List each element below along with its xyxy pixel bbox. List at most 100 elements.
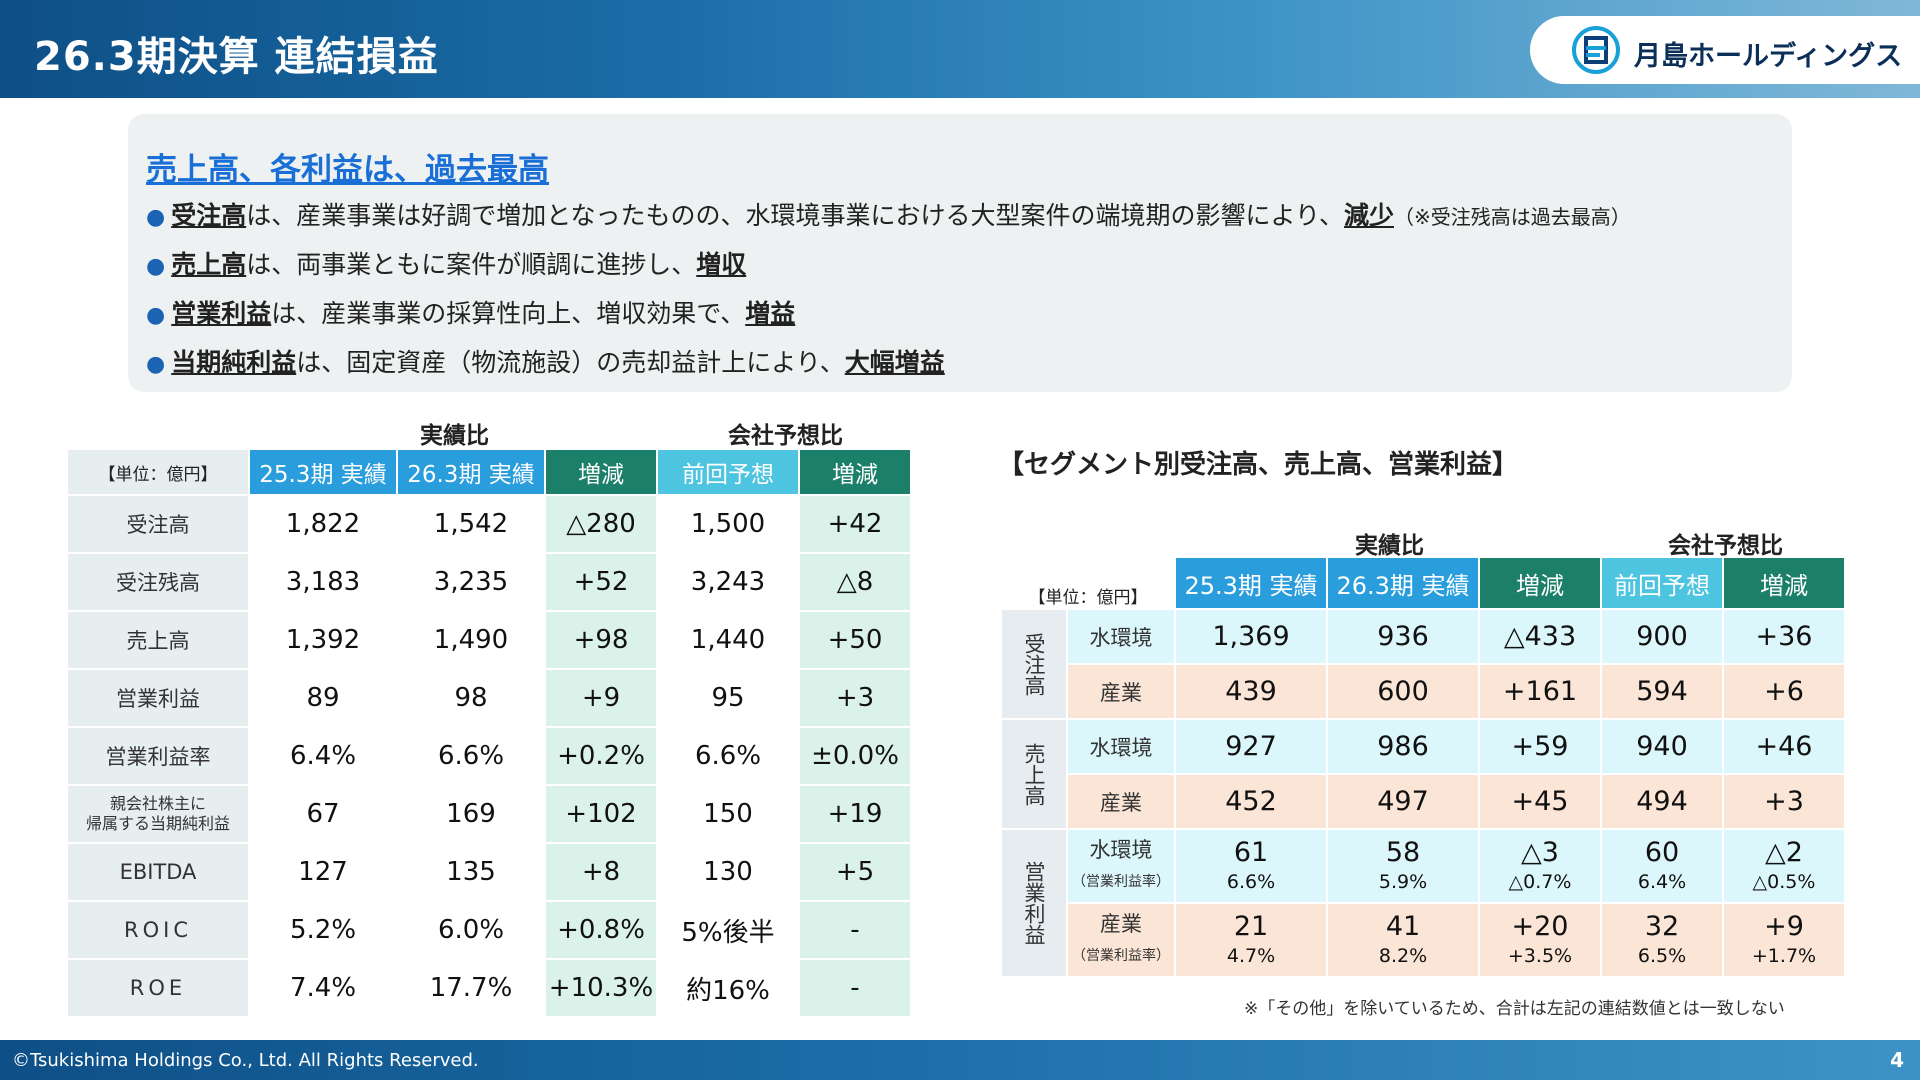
cell: 452 (1176, 775, 1326, 828)
cell: +45 (1480, 775, 1600, 828)
value: +9 (1764, 911, 1804, 942)
segment-label: 産業 （営業利益率） (1068, 904, 1174, 976)
value: △2 (1765, 837, 1803, 868)
col-header: 増減 (800, 450, 910, 494)
footer-bar: ©Tsukishima Holdings Co., Ltd. All Right… (0, 1040, 1920, 1080)
cell: 6.6% (658, 728, 798, 784)
table-row: 親会社株主に 帰属する当期純利益 67 169 +102 150 +19 (68, 786, 910, 842)
row-label: ROE (68, 960, 248, 1016)
rate: △0.5% (1752, 871, 1816, 893)
cell: +0.8% (546, 902, 656, 958)
rate: 8.2% (1378, 945, 1428, 967)
header-banner: 26.3期決算 連結損益 月島ホールディングス (0, 0, 1920, 98)
table-row: 売上高 1,392 1,490 +98 1,440 +50 (68, 612, 910, 668)
row-label: 受注残高 (68, 554, 248, 610)
cell: - (800, 902, 910, 958)
col-header: 増減 (1480, 558, 1600, 608)
cell: 6.4% (250, 728, 396, 784)
col-header: 25.3期 実績 (250, 450, 396, 494)
table-row: 売上高 水環境 927 986 +59 940 +46 (1002, 720, 1844, 828)
segment-group-actual: 実績比 (1355, 533, 1424, 559)
row-label-line: 帰属する当期純利益 (85, 814, 230, 833)
cell: △3 △0.7% (1480, 830, 1600, 902)
table-row: 受注高 水環境 1,369 936 △433 900 +36 (1002, 610, 1844, 718)
group-label-operating-profit: 営業利益 (1002, 830, 1066, 976)
bullet-net-income: ● 当期純利益は、固定資産（物流施設）の売却益計上により、大幅増益 (146, 343, 945, 379)
cell: 32 6.5% (1602, 904, 1722, 976)
cell: 936 (1328, 610, 1478, 663)
table-row: 営業利益率 6.4% 6.6% +0.2% 6.6% ±0.0% (68, 728, 910, 784)
logo-text: 月島ホールディングス (1634, 41, 1903, 72)
group-label-sales: 売上高 (1002, 720, 1066, 828)
value: 41 (1385, 911, 1421, 942)
rate: +1.7% (1751, 945, 1817, 967)
cell: 150 (658, 786, 798, 842)
value: △3 (1521, 837, 1559, 868)
bullet-dot-icon: ● (146, 205, 166, 230)
bullet-dot-icon: ● (146, 352, 166, 377)
copyright: ©Tsukishima Holdings Co., Ltd. All Right… (12, 1050, 479, 1071)
cell: 41 8.2% (1328, 904, 1478, 976)
cell: +161 (1480, 665, 1600, 718)
rate: △0.7% (1508, 871, 1572, 893)
cell: △8 (800, 554, 910, 610)
cell: 986 (1328, 720, 1478, 773)
cell: 1,500 (658, 496, 798, 552)
cell: 1,440 (658, 612, 798, 668)
table-row: ROIC 5.2% 6.0% +0.8% 5%後半 - (68, 902, 910, 958)
cell: △2 △0.5% (1724, 830, 1844, 902)
page-title: 26.3期決算 連結損益 (34, 34, 439, 80)
summary-heading: 売上高、各利益は、過去最高 (146, 152, 549, 188)
unit-label: 【単位：億円】 (68, 450, 248, 494)
row-label: EBITDA (68, 844, 248, 900)
cell: 約16% (658, 960, 798, 1016)
col-header: 26.3期 実績 (398, 450, 544, 494)
table-row: ROE 7.4% 17.7% +10.3% 約16% - (68, 960, 910, 1016)
cell: 3,183 (250, 554, 396, 610)
company-logo: 月島ホールディングス (1530, 16, 1920, 84)
cell: +3 (800, 670, 910, 726)
col-header: 前回予想 (658, 450, 798, 494)
cell: +46 (1724, 720, 1844, 773)
segment-note: ※「その他」を除いているため、合計は左記の連結数値とは一致しない (1244, 999, 1785, 1019)
row-label: 受注高 (68, 496, 248, 552)
summary-box: 売上高、各利益は、過去最高 ● 受注高は、産業事業は好調で増加となったものの、水環… (128, 114, 1792, 392)
bullet-note: （※受注残高は過去最高） (1394, 205, 1631, 229)
cell: 135 (398, 844, 544, 900)
segment-label: 水環境 (1068, 610, 1174, 663)
cell: 6.0% (398, 902, 544, 958)
cell: +9 +1.7% (1724, 904, 1844, 976)
cell: 3,243 (658, 554, 798, 610)
cell: 21 4.7% (1176, 904, 1326, 976)
cell: +5 (800, 844, 910, 900)
rate: 6.4% (1637, 871, 1687, 893)
cell: 1,490 (398, 612, 544, 668)
cell: +42 (800, 496, 910, 552)
bullet-result: 増益 (745, 299, 796, 328)
cell: +36 (1724, 610, 1844, 663)
cell: 5.2% (250, 902, 396, 958)
cell: 58 5.9% (1328, 830, 1478, 902)
bullet-dot-icon: ● (146, 303, 166, 328)
consolidated-table: 【単位：億円】 25.3期 実績 26.3期 実績 増減 前回予想 増減 受注高… (66, 448, 912, 1018)
cell: +6 (1724, 665, 1844, 718)
bullet-result: 大幅増益 (844, 348, 945, 377)
rate: 4.7% (1226, 945, 1276, 967)
cell: 940 (1602, 720, 1722, 773)
segment-group-forecast: 会社予想比 (1668, 533, 1783, 559)
row-label: 親会社株主に 帰属する当期純利益 (68, 786, 248, 842)
unit-label: 【単位：億円】 (1002, 558, 1174, 608)
table-row: 産業 （営業利益率） 21 4.7% 41 8.2% +20 +3.5% 32 6.5% … (1002, 904, 1844, 976)
bullet-orders: ● 受注高は、産業事業は好調で増加となったものの、水環境事業における大型案件の端境… (146, 196, 1631, 232)
table-header-row: 【単位：億円】 25.3期 実績 26.3期 実績 増減 前回予想 増減 (1002, 558, 1844, 608)
logo-mark-icon (1572, 26, 1620, 74)
cell: 17.7% (398, 960, 544, 1016)
bullet-text: は、固定資産（物流施設）の売却益計上により、 (296, 348, 845, 377)
rate: 6.5% (1637, 945, 1687, 967)
cell: 494 (1602, 775, 1722, 828)
group-label-orders: 受注高 (1002, 610, 1066, 718)
cell: +19 (800, 786, 910, 842)
rate: 5.9% (1378, 871, 1428, 893)
table-row: 営業利益 水環境 （営業利益率） 61 6.6% 58 5.9% △3 △0.7% 60… (1002, 830, 1844, 976)
cell: 169 (398, 786, 544, 842)
